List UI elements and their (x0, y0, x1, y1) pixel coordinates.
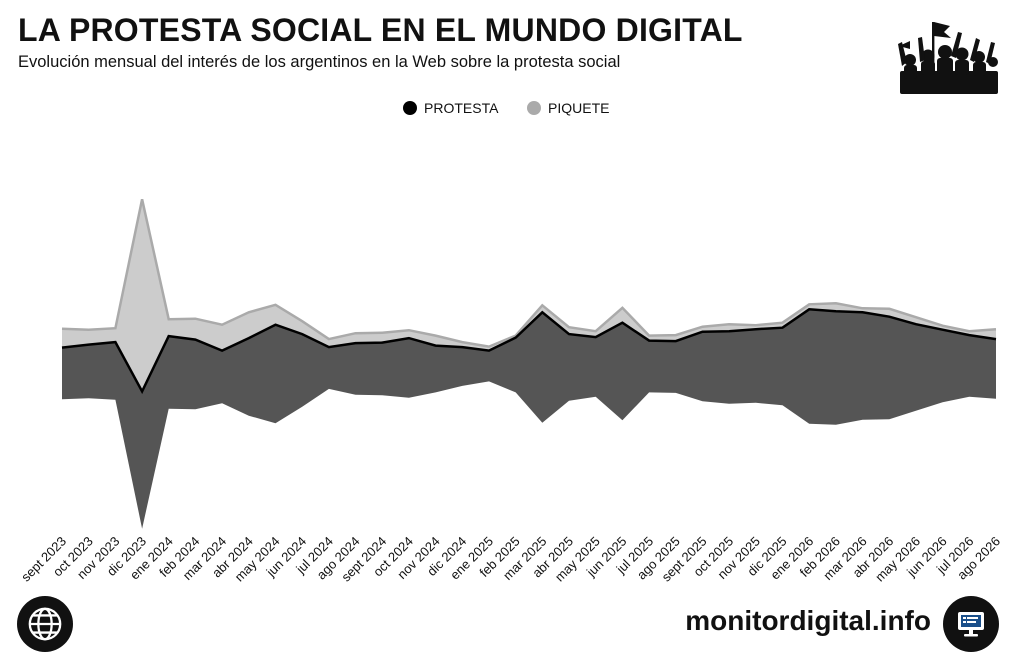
series-piquete-edge (61, 199, 997, 348)
globe-icon (17, 596, 73, 652)
page-title: LA PROTESTA SOCIAL EN EL MUNDO DIGITAL (18, 12, 743, 48)
page-subtitle: Evolución mensual del interés de los arg… (18, 53, 621, 71)
protest-crowd-icon (898, 22, 998, 94)
legend-item-piquete: PIQUETE (527, 100, 609, 116)
legend-marker (527, 101, 541, 115)
series-protesta-edge (61, 308, 997, 395)
legend-label: PROTESTA (424, 100, 499, 116)
monitor-icon (943, 596, 999, 652)
legend-item-protesta: PROTESTA (403, 100, 499, 116)
legend-marker (403, 101, 417, 115)
legend-label: PIQUETE (548, 100, 609, 116)
series-protesta-area (62, 309, 996, 529)
legend: PROTESTA PIQUETE (403, 100, 609, 116)
stream-areas (61, 199, 997, 529)
site-url: monitordigital.info (685, 605, 931, 636)
